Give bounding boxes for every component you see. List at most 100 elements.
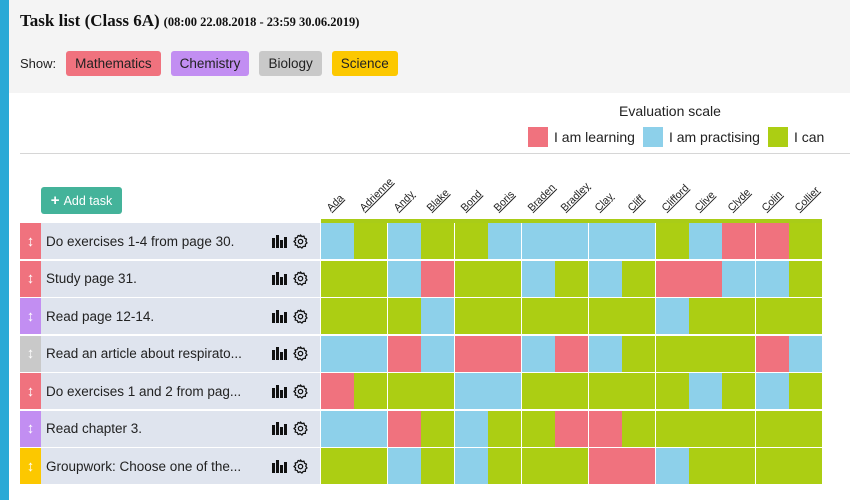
drag-handle-icon[interactable]: ↕ [20,448,41,484]
evaluation-cell-can[interactable] [421,373,455,409]
evaluation-cell-practising[interactable] [588,335,622,372]
task-row[interactable]: ↕ Read chapter 3. [20,410,320,447]
task-row[interactable]: ↕ Groupwork: Choose one of the... [20,448,320,484]
settings-gear-icon[interactable] [293,308,308,324]
task-title[interactable]: Read chapter 3. [46,421,143,436]
evaluation-cell-practising[interactable] [789,335,823,372]
evaluation-cell-can[interactable] [454,298,488,334]
evaluation-cell-can[interactable] [789,260,823,297]
evaluation-cell-practising[interactable] [588,260,622,297]
evaluation-cell-practising[interactable] [722,260,756,297]
evaluation-cell-learning[interactable] [555,335,589,372]
evaluation-cell-practising[interactable] [354,410,388,447]
evaluation-cell-practising[interactable] [454,448,488,484]
evaluation-cell-can[interactable] [454,260,488,297]
evaluation-cell-practising[interactable] [387,260,421,297]
settings-gear-icon[interactable] [293,383,308,399]
evaluation-cell-learning[interactable] [555,410,589,447]
evaluation-cell-can[interactable] [622,335,656,372]
evaluation-cell-practising[interactable] [555,223,589,259]
evaluation-cell-practising[interactable] [521,335,555,372]
evaluation-cell-can[interactable] [655,373,689,409]
evaluation-cell-can[interactable] [789,410,823,447]
evaluation-cell-can[interactable] [722,335,756,372]
task-title[interactable]: Read page 12-14. [46,308,155,324]
evaluation-cell-can[interactable] [488,298,522,334]
evaluation-cell-can[interactable] [622,260,656,297]
statistics-icon[interactable] [272,459,287,473]
evaluation-cell-learning[interactable] [622,448,656,484]
task-title[interactable]: Do exercises 1 and 2 from pag... [46,383,242,399]
student-name-cliff[interactable]: Cliff [625,192,647,214]
drag-handle-icon[interactable]: ↕ [20,335,41,372]
evaluation-cell-learning[interactable] [454,335,488,372]
evaluation-cell-can[interactable] [454,223,488,259]
task-row[interactable]: ↕ Do exercises 1-4 from page 30. [20,223,320,259]
evaluation-cell-can[interactable] [622,373,656,409]
drag-handle-icon[interactable]: ↕ [20,410,41,447]
drag-handle-icon[interactable]: ↕ [20,373,41,409]
evaluation-cell-can[interactable] [622,410,656,447]
evaluation-cell-learning[interactable] [387,335,421,372]
evaluation-cell-practising[interactable] [688,373,722,409]
evaluation-cell-can[interactable] [588,298,622,334]
filter-biology-button[interactable]: Biology [259,50,322,76]
evaluation-cell-can[interactable] [521,298,555,334]
evaluation-cell-practising[interactable] [755,373,789,409]
student-name-colin[interactable]: Colin [759,188,785,214]
add-task-button[interactable]: + Add task [41,187,122,214]
evaluation-cell-can[interactable] [421,223,455,259]
task-title[interactable]: Groupwork: Choose one of the... [46,458,242,474]
student-name-clay[interactable]: Clay [592,190,616,214]
evaluation-cell-practising[interactable] [521,260,555,297]
evaluation-cell-can[interactable] [789,298,823,334]
evaluation-cell-can[interactable] [688,448,722,484]
evaluation-cell-practising[interactable] [421,298,455,334]
filter-chemistry-button[interactable]: Chemistry [170,50,250,76]
evaluation-cell-can[interactable] [555,373,589,409]
evaluation-cell-can[interactable] [354,223,388,259]
evaluation-cell-practising[interactable] [321,223,354,259]
task-title[interactable]: Do exercises 1-4 from page 30. [46,233,235,249]
evaluation-cell-learning[interactable] [387,410,421,447]
evaluation-cell-can[interactable] [722,298,756,334]
evaluation-cell-practising[interactable] [655,448,689,484]
settings-gear-icon[interactable] [293,271,308,286]
evaluation-cell-can[interactable] [655,223,689,259]
student-name-bradley[interactable]: Bradley [558,180,593,214]
evaluation-cell-can[interactable] [588,373,622,409]
evaluation-cell-learning[interactable] [588,448,622,484]
evaluation-cell-can[interactable] [755,298,789,334]
evaluation-cell-practising[interactable] [454,373,488,409]
evaluation-cell-can[interactable] [421,448,455,484]
evaluation-cell-can[interactable] [789,448,823,484]
settings-gear-icon[interactable] [293,346,308,361]
student-name-andy[interactable]: Andy [391,188,417,214]
filter-science-button[interactable]: Science [331,50,398,76]
evaluation-cell-can[interactable] [722,373,756,409]
drag-handle-icon[interactable]: ↕ [20,298,41,334]
evaluation-cell-can[interactable] [421,410,455,447]
evaluation-cell-can[interactable] [722,410,756,447]
task-row[interactable]: ↕ Do exercises 1 and 2 from pag... [20,373,320,409]
statistics-icon[interactable] [272,234,287,248]
evaluation-cell-can[interactable] [555,298,589,334]
evaluation-cell-can[interactable] [488,448,522,484]
evaluation-cell-learning[interactable] [488,335,522,372]
evaluation-cell-can[interactable] [722,448,756,484]
statistics-icon[interactable] [272,422,287,435]
evaluation-cell-practising[interactable] [321,335,354,372]
evaluation-cell-can[interactable] [688,298,722,334]
evaluation-cell-practising[interactable] [354,335,388,372]
task-title[interactable]: Read an article about respirato... [46,346,242,361]
student-name-bond[interactable]: Bond [458,188,485,214]
evaluation-cell-practising[interactable] [755,260,789,297]
evaluation-cell-practising[interactable] [421,335,455,372]
student-name-boris[interactable]: Boris [491,188,518,214]
evaluation-cell-practising[interactable] [588,223,622,259]
statistics-icon[interactable] [272,309,287,323]
evaluation-cell-can[interactable] [488,410,522,447]
evaluation-cell-can[interactable] [655,335,689,372]
evaluation-cell-learning[interactable] [588,410,622,447]
evaluation-cell-practising[interactable] [655,298,689,334]
